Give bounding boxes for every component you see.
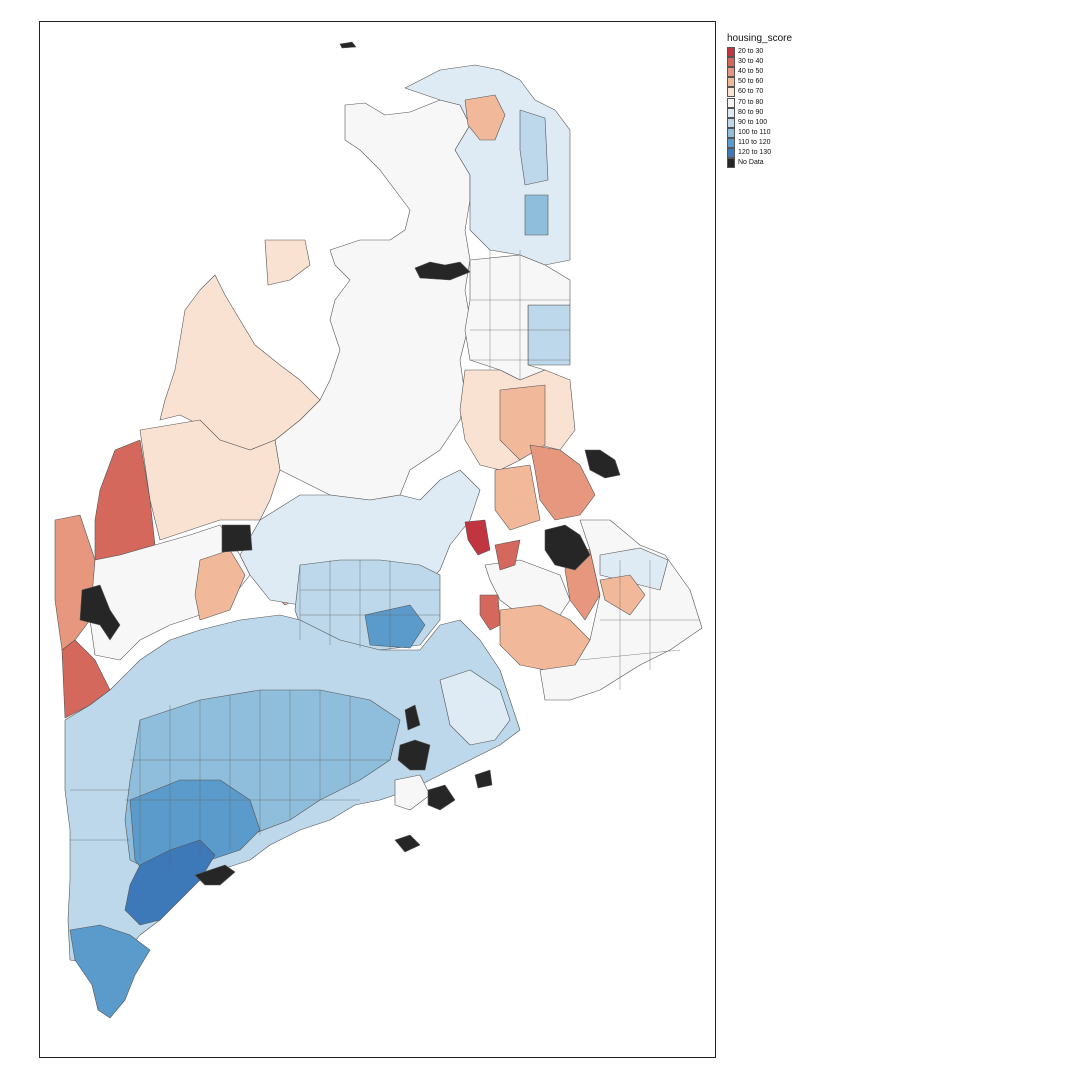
nodata-north [414,261,471,281]
legend-label: 50 to 60 [738,78,764,86]
region-east-blue [527,304,571,366]
legend-items: 20 to 30 30 to 40 40 to 50 50 to 60 60 to 70… [727,47,792,169]
legend-swatch [727,158,735,169]
nodata-east [584,449,621,479]
legend-label: 80 to 90 [738,108,764,116]
region-ne-pink [464,94,506,141]
region-downeast-blue [599,547,669,591]
nodata-west-2 [79,584,121,641]
region-east-white [464,254,571,381]
nodata-south [194,864,236,886]
legend-swatch [727,77,735,88]
region-east-red-small2 [494,539,521,571]
legend-item: 80 to 90 [727,107,792,118]
nodata-mid-1 [397,739,431,771]
region-southwest-tip [69,924,151,1019]
legend-item: 30 to 40 [727,57,792,68]
legend-item: 90 to 100 [727,117,792,128]
region-ne-block [524,194,549,236]
region-east-orange2 [494,464,541,531]
legend-swatch [727,47,735,58]
legend-item: 40 to 50 [727,67,792,78]
region-south-darkest [124,839,216,926]
nodata-island [394,834,421,853]
legend-item: 100 to 110 [727,127,792,138]
nodata-mid-2 [404,704,421,731]
legend-item: 60 to 70 [727,87,792,98]
region-east-pink3 [499,604,591,671]
legend-label: 30 to 40 [738,58,764,66]
legend-label: 120 to 130 [738,148,772,156]
legend-item: 70 to 80 [727,97,792,108]
legend-swatch [727,87,735,98]
legend-label: 20 to 30 [738,48,764,56]
town-boundaries [70,250,700,870]
nodata-top [339,41,357,49]
nodata-west-1 [221,524,253,553]
region-downeast-pink [599,574,646,616]
legend-item: 120 to 130 [727,147,792,158]
legend: housing_score 20 to 30 30 to 40 40 to 50 50… [727,33,793,169]
legend-label: No Data [738,159,764,167]
region-coast-white [394,774,431,811]
nodata-coast [474,769,493,789]
region-north-white [274,99,471,501]
legend-swatch [727,67,735,78]
legend-swatch [727,97,735,108]
legend-swatch [727,107,735,118]
legend-label: 40 to 50 [738,68,764,76]
region-east-red-small [479,594,501,631]
legend-item: 110 to 120 [727,137,792,148]
legend-item: 50 to 60 [727,77,792,88]
region-south-white-east [439,669,511,746]
legend-label: 70 to 80 [738,98,764,106]
legend-item: No Data [727,158,792,169]
legend-swatch [727,117,735,128]
nodata-bangor [544,524,591,571]
legend-swatch [727,57,735,68]
legend-label: 60 to 70 [738,88,764,96]
region-lake-red [464,519,491,556]
region-west-pink [139,419,281,541]
legend-label: 90 to 100 [738,118,768,126]
legend-swatch [727,137,735,148]
region-ne-strip [519,109,549,186]
legend-swatch [727,127,735,138]
region-central-darker [364,604,426,649]
legend-title: housing_score [727,33,793,44]
legend-label: 110 to 120 [738,138,771,146]
region-east-red [529,444,596,521]
nodata-mid-3 [427,784,456,811]
legend-item: 20 to 30 [727,47,792,58]
region-northwest-small-pink [264,239,311,286]
legend-label: 100 to 110 [738,128,771,136]
legend-swatch [727,147,735,158]
